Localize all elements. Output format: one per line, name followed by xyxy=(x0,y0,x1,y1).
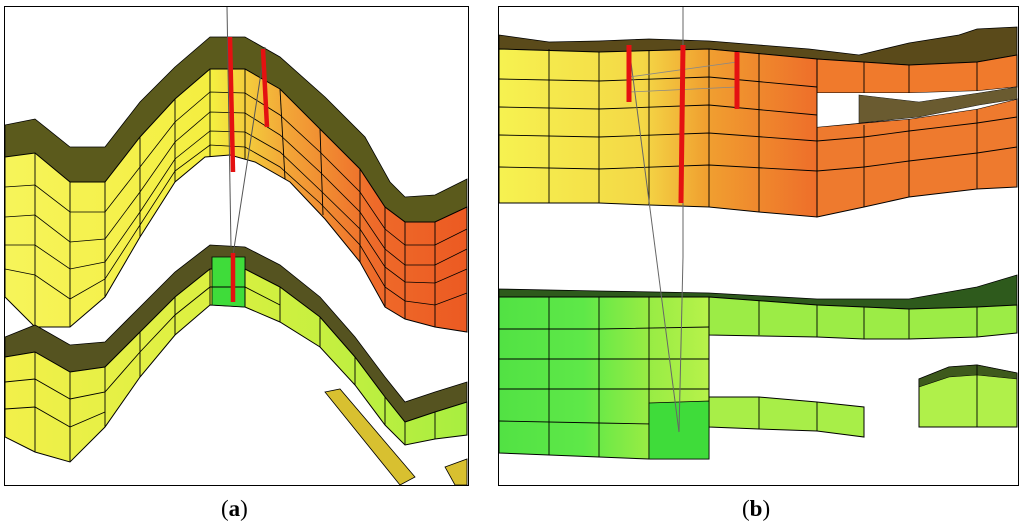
upper-layer-front xyxy=(5,68,468,333)
caption-a: (a) xyxy=(221,496,248,521)
upper-block xyxy=(499,26,1018,218)
panel-a-svg xyxy=(5,7,468,485)
well-paths xyxy=(626,7,740,433)
panel-b-3d-grid-view xyxy=(498,6,1019,486)
caption-b-label: b xyxy=(749,496,763,521)
panel-a-3d-grid-view xyxy=(4,6,469,486)
panel-b-svg xyxy=(499,7,1018,460)
caption-a-label: a xyxy=(228,496,241,521)
caption-b: (b) xyxy=(742,496,771,521)
lower-block xyxy=(499,274,1018,460)
well-paths xyxy=(226,7,270,302)
